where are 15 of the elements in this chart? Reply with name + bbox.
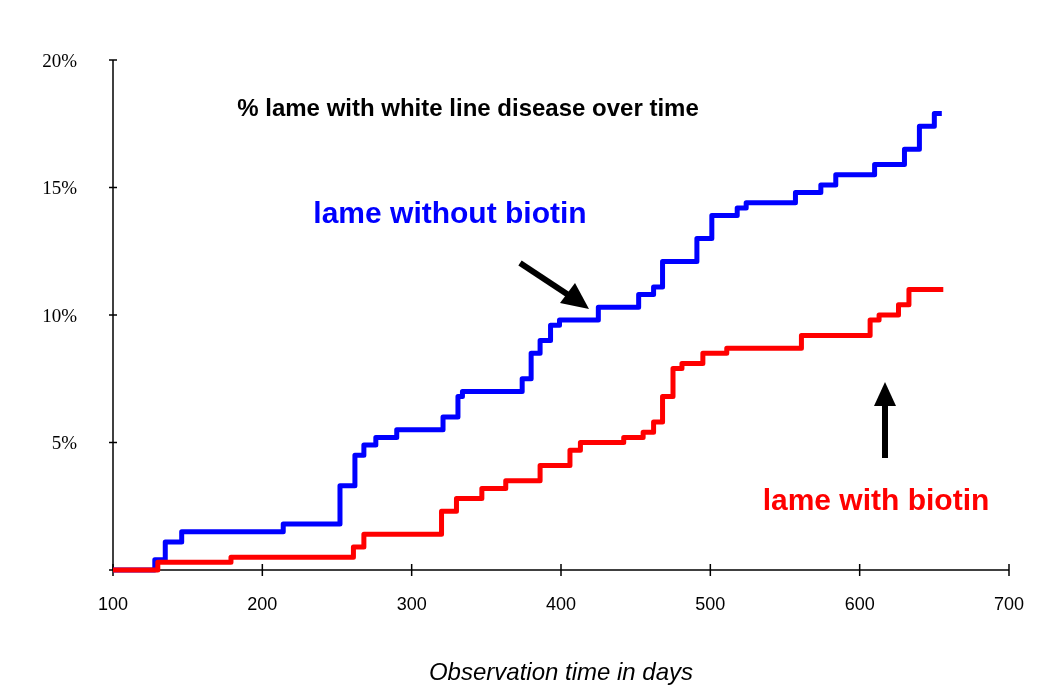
text: lame without biotin <box>313 196 587 229</box>
y-tick-label: 5% <box>51 432 78 454</box>
x-axis-title: Observation time in days <box>428 658 694 685</box>
x-tick-label: 100 <box>97 594 129 614</box>
x-tick-label: 400 <box>545 594 577 614</box>
x-tick-label: 200 <box>247 594 278 614</box>
text: % lame with white line disease over time <box>237 94 699 121</box>
text: lame with biotin <box>762 483 990 516</box>
x-tick-label: 300 <box>396 594 427 614</box>
x-tick-label: 700 <box>993 594 1025 614</box>
y-tick-label: 20% <box>42 49 78 71</box>
y-tick-label: 10% <box>42 304 78 326</box>
x-tick-label: 600 <box>844 594 875 614</box>
y-tick-label: 15% <box>42 177 78 199</box>
x-tick-label: 500 <box>695 594 726 614</box>
